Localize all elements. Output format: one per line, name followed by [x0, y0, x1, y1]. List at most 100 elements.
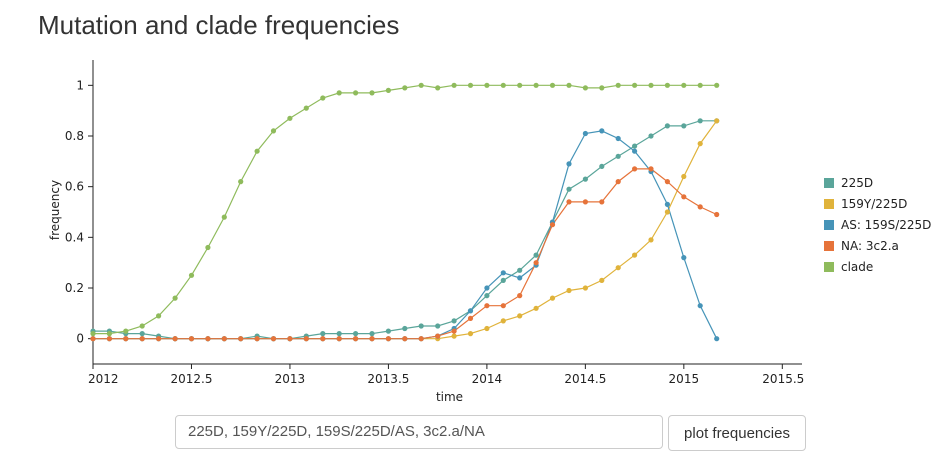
- data-point-s3-1: [106, 336, 112, 342]
- data-point-s3-10: [254, 336, 260, 342]
- y-tick-label: 0.2: [65, 281, 84, 295]
- legend-swatch-3: [824, 241, 834, 251]
- data-point-s3-37: [697, 204, 703, 210]
- data-point-s1-38: [714, 118, 720, 124]
- data-point-s1-25: [500, 318, 506, 324]
- data-point-s0-27: [533, 252, 539, 258]
- data-point-s4-4: [156, 313, 162, 319]
- data-point-s1-26: [517, 313, 523, 319]
- data-point-s1-34: [648, 237, 654, 243]
- data-point-s3-8: [221, 336, 227, 342]
- data-point-s0-29: [566, 186, 572, 192]
- data-point-s2-31: [599, 128, 605, 134]
- data-point-s3-5: [172, 336, 178, 342]
- data-point-s3-20: [418, 336, 424, 342]
- data-point-s4-31: [599, 85, 605, 91]
- data-point-s0-18: [385, 328, 391, 334]
- data-point-s0-16: [353, 331, 359, 337]
- data-point-s4-22: [451, 82, 457, 88]
- series-line-0: [93, 120, 717, 340]
- data-point-s0-15: [336, 331, 342, 337]
- data-point-s1-22: [451, 333, 457, 339]
- data-point-s3-7: [205, 336, 211, 342]
- legend-swatch-0: [824, 178, 834, 188]
- x-tick-label: 2015: [669, 372, 700, 386]
- data-point-s0-22: [451, 318, 457, 324]
- data-point-s4-26: [517, 82, 523, 88]
- chart-legend: 225D 159Y/225D AS: 159S/225D NA: 3c2.a clade: [824, 176, 931, 274]
- data-point-s0-34: [648, 133, 654, 139]
- data-point-s2-32: [615, 135, 621, 142]
- data-point-s4-16: [353, 90, 359, 96]
- data-point-s3-6: [188, 336, 195, 342]
- data-point-s4-10: [254, 148, 260, 154]
- data-point-s0-21: [435, 323, 441, 329]
- data-point-s3-13: [303, 336, 309, 342]
- data-point-s3-2: [123, 336, 129, 342]
- y-tick-label: 0.8: [65, 129, 84, 143]
- plot-frequencies-button[interactable]: plot frequencies: [668, 415, 806, 451]
- data-point-s4-6: [188, 272, 195, 278]
- x-tick-label: 2014.5: [564, 372, 606, 386]
- data-point-s1-36: [681, 173, 687, 180]
- data-point-s0-20: [418, 323, 424, 329]
- data-point-s3-35: [664, 179, 671, 185]
- data-point-s4-36: [681, 82, 687, 88]
- data-point-s3-18: [385, 336, 391, 342]
- series-line-3: [93, 168, 717, 340]
- data-point-s4-12: [287, 115, 293, 121]
- data-point-s3-36: [681, 194, 687, 200]
- data-point-s4-11: [270, 128, 277, 134]
- data-point-s4-1: [106, 331, 112, 337]
- data-point-s2-38: [714, 336, 720, 342]
- data-point-s3-14: [320, 336, 326, 342]
- data-point-s3-24: [484, 303, 490, 309]
- data-point-s3-25: [500, 303, 506, 309]
- data-point-s1-30: [582, 285, 589, 291]
- data-point-s3-9: [238, 336, 244, 342]
- legend-label-1: 159Y/225D: [841, 197, 907, 211]
- data-point-s3-17: [369, 336, 375, 342]
- x-tick-label: 2013: [275, 372, 306, 386]
- data-point-s0-30: [582, 176, 589, 182]
- data-point-s2-33: [632, 148, 638, 154]
- y-tick-label: 1: [76, 78, 84, 92]
- data-point-s4-15: [336, 90, 342, 96]
- data-point-s4-13: [303, 105, 309, 111]
- x-axis-label: time: [436, 390, 463, 404]
- data-point-s4-21: [435, 85, 441, 91]
- mutations-input[interactable]: 225D, 159Y/225D, 159S/225D/AS, 3c2.a/NA: [175, 415, 663, 449]
- data-point-s3-15: [336, 336, 342, 342]
- chart-axes: 0 0.2 0.4 0.6 0.8 1 2012 2012.5 2013 2013.5 2014 20…: [48, 60, 804, 404]
- data-point-s1-27: [533, 305, 539, 311]
- data-point-s3-11: [270, 336, 277, 342]
- data-point-s1-37: [697, 141, 703, 147]
- frequency-chart: 0 0.2 0.4 0.6 0.8 1 2012 2012.5 2013 2013.5 2014 20…: [48, 60, 931, 404]
- legend-swatch-4: [824, 262, 834, 272]
- data-point-s4-2: [123, 328, 129, 334]
- legend-label-0: 225D: [841, 176, 873, 190]
- data-point-s0-26: [517, 267, 523, 273]
- legend-swatch-2: [824, 220, 834, 230]
- data-point-s3-21: [435, 333, 441, 339]
- data-point-s2-35: [664, 201, 671, 207]
- data-point-s2-29: [566, 161, 572, 167]
- data-point-s2-23: [467, 308, 474, 314]
- y-tick-label: 0.4: [65, 230, 84, 244]
- data-point-s1-28: [549, 295, 556, 301]
- data-point-s2-30: [582, 130, 589, 137]
- x-tick-label: 2015.5: [762, 372, 804, 386]
- data-point-s0-31: [599, 163, 605, 169]
- data-point-s4-29: [566, 82, 572, 88]
- data-point-s4-35: [664, 82, 671, 88]
- data-point-s1-24: [484, 325, 490, 332]
- x-tick-label: 2012: [88, 372, 119, 386]
- data-point-s4-7: [205, 244, 211, 251]
- data-point-s3-0: [90, 336, 96, 342]
- data-point-s4-30: [582, 85, 589, 91]
- data-point-s1-23: [467, 331, 474, 337]
- data-point-s4-5: [172, 295, 178, 301]
- data-point-s3-29: [566, 199, 572, 205]
- data-point-s4-8: [221, 214, 227, 220]
- data-point-s4-28: [549, 82, 556, 88]
